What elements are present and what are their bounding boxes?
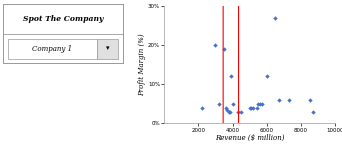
Point	[264, 75, 269, 78]
Point	[249, 107, 254, 109]
X-axis label: Revenue ($ million): Revenue ($ million)	[215, 134, 285, 142]
Point	[259, 103, 264, 105]
Point	[235, 111, 240, 113]
Point	[273, 16, 278, 19]
Point	[227, 111, 233, 113]
Text: Company 1: Company 1	[32, 45, 73, 52]
Point	[238, 111, 244, 113]
FancyBboxPatch shape	[8, 39, 97, 59]
Point	[307, 99, 312, 101]
Y-axis label: Profit Margin (%): Profit Margin (%)	[139, 33, 146, 96]
Point	[226, 111, 232, 113]
Point	[254, 107, 259, 109]
Point	[276, 99, 281, 101]
Text: Spot The Company: Spot The Company	[23, 15, 104, 23]
Point	[228, 75, 234, 78]
Point	[255, 103, 261, 105]
Point	[213, 44, 218, 46]
Point	[230, 103, 235, 105]
Text: ▾: ▾	[106, 46, 109, 51]
Point	[223, 107, 228, 109]
Point	[286, 99, 292, 101]
Point	[221, 48, 227, 50]
Point	[225, 109, 230, 111]
Point	[247, 107, 252, 109]
Point	[250, 107, 256, 109]
Point	[257, 103, 263, 105]
Point	[216, 103, 222, 105]
Point	[199, 107, 205, 109]
FancyBboxPatch shape	[97, 39, 118, 59]
Point	[310, 111, 316, 113]
